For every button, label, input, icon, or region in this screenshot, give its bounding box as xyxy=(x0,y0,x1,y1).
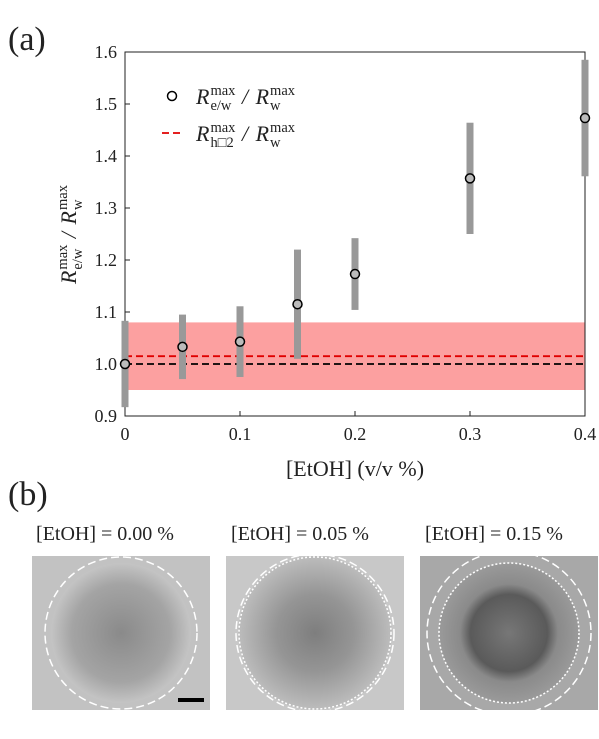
label-sub: e/w xyxy=(70,248,86,269)
y-tick-label: 1.3 xyxy=(95,198,118,218)
label-part: R xyxy=(56,270,81,285)
y-tick-label: 1.6 xyxy=(95,42,118,62)
x-tick-label: 0.4 xyxy=(574,424,597,444)
y-tick-label: 1.5 xyxy=(95,94,118,114)
point xyxy=(581,114,590,123)
label-part: R xyxy=(255,84,270,109)
label-part: R xyxy=(255,121,270,146)
label-sub: w xyxy=(270,135,281,151)
y-tick-label: 1.0 xyxy=(95,354,118,374)
label-sup: max xyxy=(270,120,296,136)
label-sup: max xyxy=(55,244,71,270)
legend-marker xyxy=(168,92,177,101)
x-tick-label: 0.1 xyxy=(229,424,252,444)
figure: (a) [EtOH] (v/v %) (b) [EtOH] = 0.00 % [… xyxy=(0,0,599,739)
image-caption: [EtOH] = 0.05 % xyxy=(231,523,369,545)
image-caption: [EtOH] = 0.15 % xyxy=(425,523,563,545)
point xyxy=(351,270,360,279)
panel-label: (a) xyxy=(8,21,46,58)
y-tick-label: 1.4 xyxy=(95,146,118,166)
label-sup: max xyxy=(210,120,236,136)
x-tick-label: 0.3 xyxy=(459,424,482,444)
x-tick-label: 0.2 xyxy=(344,424,367,444)
y-tick-label: 1.2 xyxy=(95,250,118,270)
label-part: / xyxy=(56,226,81,243)
droplet xyxy=(51,563,191,703)
label-sup: max xyxy=(210,83,236,99)
y-tick-label: 0.9 xyxy=(95,406,118,426)
y-tick-label: 1.1 xyxy=(95,302,118,322)
image-caption: [EtOH] = 0.00 % xyxy=(36,523,174,545)
point xyxy=(178,342,187,351)
panel-label: (b) xyxy=(8,476,48,513)
x-tick-label: 0 xyxy=(121,424,130,444)
scale-bar xyxy=(178,698,204,702)
point xyxy=(121,360,130,369)
image-panel xyxy=(32,551,598,715)
point xyxy=(293,300,302,309)
label-part: / xyxy=(236,84,253,109)
label-part: / xyxy=(236,121,253,146)
point xyxy=(236,337,245,346)
label-sup: max xyxy=(270,83,296,99)
label-sub: e/w xyxy=(210,98,231,114)
label-part: R xyxy=(56,210,81,225)
label-sub: h□2 xyxy=(210,135,233,151)
label-sub: w xyxy=(270,98,281,114)
label-sub: w xyxy=(70,199,86,210)
point xyxy=(466,174,475,183)
x-axis-label: [EtOH] (v/v %) xyxy=(286,456,424,481)
label-part: R xyxy=(195,84,210,109)
label-sup: max xyxy=(55,184,71,210)
label-part: R xyxy=(195,121,210,146)
